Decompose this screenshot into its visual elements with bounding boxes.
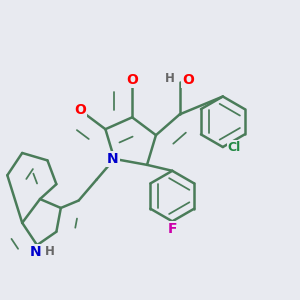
- Text: F: F: [167, 222, 177, 236]
- Text: O: O: [182, 73, 194, 87]
- Text: Cl: Cl: [227, 140, 241, 154]
- Text: H: H: [164, 72, 174, 85]
- Text: H: H: [45, 245, 55, 258]
- Text: N: N: [107, 152, 119, 166]
- Text: N: N: [30, 245, 41, 259]
- Text: O: O: [126, 73, 138, 87]
- Text: O: O: [74, 103, 86, 117]
